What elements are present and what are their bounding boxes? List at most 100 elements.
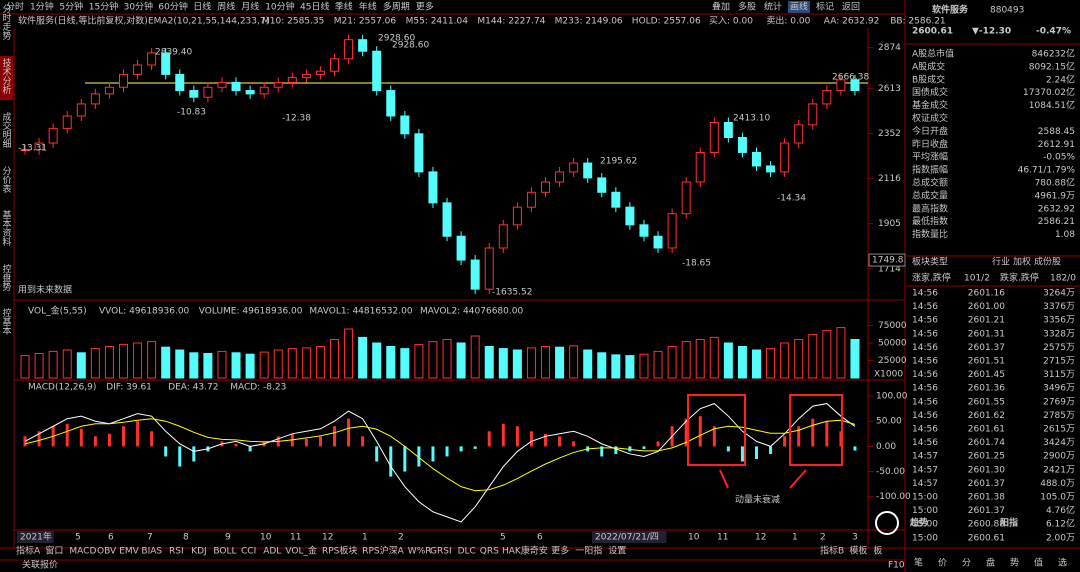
candle bbox=[62, 115, 72, 129]
side-tab[interactable]: 控盘势 bbox=[1, 263, 12, 292]
side-tab[interactable]: 控基本 bbox=[1, 307, 12, 336]
period-button[interactable]: 周线 bbox=[217, 1, 235, 13]
watermark-icon bbox=[875, 511, 899, 535]
volume-bar bbox=[780, 342, 790, 379]
x-tick-label: 1 bbox=[362, 533, 368, 543]
candle bbox=[526, 191, 536, 208]
period-button[interactable]: 更多 bbox=[416, 1, 434, 13]
tool-button[interactable]: 统计 bbox=[764, 1, 782, 13]
tool-button[interactable]: 多股 bbox=[738, 1, 756, 13]
panel-tab[interactable]: 价 bbox=[938, 558, 947, 569]
volume-bar bbox=[104, 346, 114, 379]
period-button[interactable]: 季线 bbox=[335, 1, 353, 13]
indicator-tab[interactable]: CCI bbox=[241, 547, 256, 557]
price-annotation: 2195.62 bbox=[600, 157, 637, 167]
tool-button[interactable]: 标记 bbox=[816, 1, 834, 13]
tick-price: 2600.61 bbox=[968, 533, 1005, 543]
period-button[interactable]: 分时 bbox=[6, 1, 24, 13]
volume-bar bbox=[161, 346, 171, 379]
stat-value: 4961.9万 bbox=[1035, 191, 1076, 201]
candle bbox=[344, 39, 354, 60]
indicator-tab[interactable]: W%R bbox=[408, 547, 432, 557]
panel-tab[interactable]: 分 bbox=[962, 558, 971, 569]
candle bbox=[597, 177, 607, 193]
period-button[interactable]: 30分钟 bbox=[124, 1, 153, 13]
side-tab[interactable]: 成交明细 bbox=[1, 111, 12, 148]
indicator-tab[interactable]: QRS bbox=[480, 547, 499, 557]
period-button[interactable]: 60分钟 bbox=[158, 1, 187, 13]
tick-time: 15:00 bbox=[912, 533, 938, 543]
period-button[interactable]: 年线 bbox=[359, 1, 377, 13]
volume-bar bbox=[147, 341, 157, 379]
tool-button[interactable]: 返回 bbox=[842, 1, 860, 13]
x-tick-label: 9 bbox=[225, 533, 231, 543]
panel-tab[interactable]: 盘 bbox=[986, 557, 995, 569]
breadth-item: 跌家.跌停 bbox=[1000, 272, 1039, 284]
panel-tab[interactable]: 选 bbox=[1058, 557, 1067, 569]
tick-price: 2601.37 bbox=[968, 343, 1005, 353]
volume-bar bbox=[20, 355, 30, 379]
price-annotation: -1635.52 bbox=[492, 288, 532, 298]
indicator-tab[interactable]: 窗口 bbox=[45, 545, 63, 557]
panel-tab[interactable]: 值 bbox=[1034, 557, 1043, 569]
macd-bar bbox=[459, 446, 463, 452]
sector-item[interactable]: 加权 bbox=[1013, 256, 1031, 268]
indicator-tab[interactable]: KDJ bbox=[191, 547, 207, 557]
indicator-tab[interactable]: DLC bbox=[458, 547, 476, 557]
period-button[interactable]: 日线 bbox=[193, 1, 211, 13]
panel-tab[interactable]: 笔 bbox=[914, 557, 923, 569]
period-button[interactable]: 1分钟 bbox=[30, 1, 54, 13]
period-button[interactable]: 45日线 bbox=[300, 1, 329, 13]
side-tab[interactable]: 分时走势 bbox=[1, 4, 12, 41]
side-tab[interactable]: 基本资料 bbox=[1, 209, 12, 247]
indicator-tab[interactable]: HAK康奇安 bbox=[502, 545, 548, 557]
tool-button[interactable]: 画线 bbox=[790, 1, 808, 13]
tick-volume: 3264万 bbox=[1043, 289, 1075, 299]
indicator-tab[interactable]: 更多 bbox=[551, 545, 569, 557]
indicator-tab[interactable]: VOL_金 bbox=[285, 545, 317, 557]
stat-value: 2632.92 bbox=[1038, 204, 1075, 214]
period-button[interactable]: 月线 bbox=[241, 1, 259, 13]
sector-item[interactable]: 成份股 bbox=[1034, 256, 1061, 268]
candle bbox=[625, 206, 635, 226]
indicator-tab[interactable]: OBV bbox=[97, 547, 117, 557]
side-tab[interactable]: 分价表 bbox=[1, 166, 12, 194]
volume-bar bbox=[231, 352, 241, 379]
indicator-tab[interactable]: 模板 bbox=[849, 545, 867, 557]
indicator-tab[interactable]: RPS板块 bbox=[322, 545, 357, 557]
indicator-tab[interactable]: 指标B bbox=[820, 545, 844, 557]
tick-volume: 3356万 bbox=[1043, 316, 1075, 326]
indicator-tab[interactable]: RPS沪深A bbox=[362, 545, 404, 557]
indicator-tab[interactable]: MACD bbox=[69, 547, 96, 557]
stat-label: 权证成交 bbox=[912, 112, 948, 124]
x-tick-label: 2022/07/21/四 bbox=[595, 533, 659, 543]
period-button[interactable]: 多周期 bbox=[383, 1, 410, 13]
panel-tab[interactable]: 势 bbox=[1010, 557, 1019, 569]
indicator-tab[interactable]: ADL bbox=[263, 547, 281, 557]
stat-label: 指数量比 bbox=[912, 228, 948, 240]
side-tab[interactable]: 技术分析 bbox=[1, 57, 12, 95]
indicator-tab[interactable]: BOLL bbox=[213, 547, 236, 557]
tick-volume: 2900万 bbox=[1043, 452, 1075, 462]
period-button[interactable]: 15分钟 bbox=[89, 1, 118, 13]
indicator-tab[interactable]: EMV bbox=[119, 547, 139, 557]
y-tick-label: 25000 bbox=[878, 356, 907, 366]
volume-bar bbox=[62, 349, 72, 379]
indicator-tab[interactable]: GRSI bbox=[430, 547, 452, 557]
candle bbox=[301, 73, 311, 79]
period-button[interactable]: 5分钟 bbox=[59, 1, 83, 13]
indicator-tab[interactable]: 设置 bbox=[608, 546, 626, 557]
period-button[interactable]: 10分钟 bbox=[265, 1, 294, 13]
indicator-tab[interactable]: 板 bbox=[873, 545, 882, 557]
volume-bar bbox=[625, 355, 635, 379]
indicator-tab[interactable]: RSI bbox=[169, 547, 184, 557]
indicator-tab[interactable]: 指标A bbox=[16, 545, 41, 557]
indicator-tab[interactable]: BIAS bbox=[141, 547, 162, 557]
chart-title: 软件服务(日线,等比前复权,对数) bbox=[18, 15, 148, 27]
macd-bar bbox=[642, 446, 646, 449]
tool-button[interactable]: 叠加 bbox=[712, 2, 730, 13]
macd-line bbox=[24, 403, 856, 523]
candle bbox=[104, 86, 114, 95]
sector-item[interactable]: 行业 bbox=[992, 256, 1010, 268]
indicator-tab[interactable]: 一阳指 bbox=[575, 545, 602, 557]
